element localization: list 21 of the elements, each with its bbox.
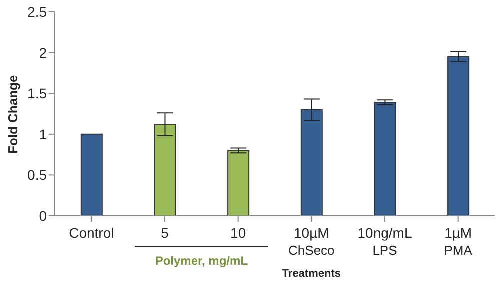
y-axis-title: Fold Change [6, 75, 21, 154]
y-tick-label: 1.5 [28, 86, 48, 102]
y-tick-label: 0.5 [28, 167, 48, 184]
y-tick-label: 2 [39, 44, 48, 61]
x-axis-title: Treatments [281, 268, 342, 280]
x-tick-label: Control [69, 225, 114, 241]
y-tick-label: 0 [39, 208, 48, 224]
bar [374, 102, 396, 216]
bar [300, 109, 323, 216]
x-tick-label: 5 [161, 225, 170, 241]
x-tick-label: 1µM PMA [444, 225, 473, 258]
x-tick-label: 10µM ChSeco [288, 225, 335, 258]
bar [154, 124, 176, 216]
bar [80, 134, 103, 216]
bar [228, 150, 250, 216]
x-tick-label: 10ng/mL LPS [358, 225, 412, 258]
x-tick-label: 10 [230, 225, 246, 241]
y-tick-label: 1 [39, 126, 48, 142]
bar [448, 56, 470, 216]
text: Polymer, mg/mL [154, 254, 250, 268]
y-tick-label: 2.5 [28, 4, 48, 20]
